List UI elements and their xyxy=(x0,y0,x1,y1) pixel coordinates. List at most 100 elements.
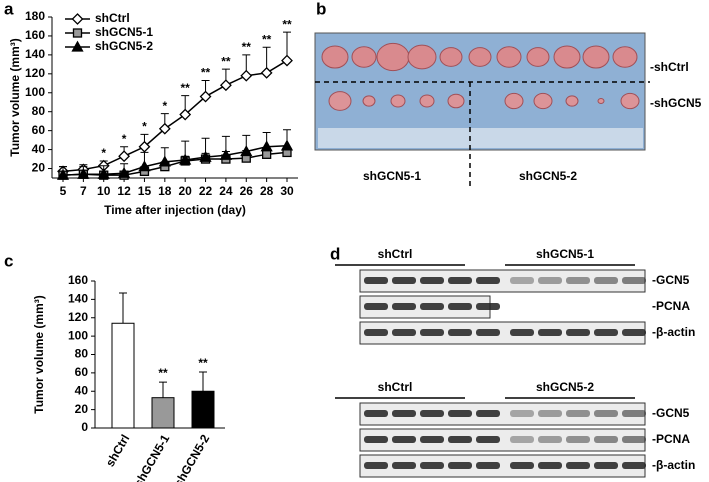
row-label: -β-actin xyxy=(652,458,695,472)
x-tick-label: 18 xyxy=(158,184,172,198)
significance: ** xyxy=(201,66,211,80)
blot-band xyxy=(622,410,646,417)
blot-band xyxy=(538,436,562,443)
panel-label: a xyxy=(4,0,14,18)
blot-band xyxy=(538,329,562,336)
tumor xyxy=(362,95,376,107)
marker xyxy=(77,167,90,179)
error-bar xyxy=(199,371,207,392)
blot-band xyxy=(476,462,500,469)
tumor xyxy=(496,46,522,68)
significance: ** xyxy=(158,366,168,380)
blot-band xyxy=(364,303,388,310)
tumor xyxy=(351,46,377,68)
y-tick-label: 40 xyxy=(75,383,89,397)
blot-band xyxy=(364,410,388,417)
x-tick-label: 26 xyxy=(240,184,254,198)
marker xyxy=(71,40,84,52)
marker xyxy=(280,139,294,151)
y-tick-label: 60 xyxy=(75,365,89,379)
tumor xyxy=(439,47,463,67)
tumor xyxy=(328,91,352,111)
blot-band xyxy=(392,303,416,310)
marker xyxy=(56,168,70,180)
blot-band xyxy=(448,436,472,443)
series-line xyxy=(62,145,288,176)
group-label: shGCN5-2 xyxy=(536,380,594,394)
y-tick-label: 60 xyxy=(32,123,46,137)
blot-band xyxy=(420,410,444,417)
y-tick-label: 20 xyxy=(32,161,46,175)
x-tick-label: shCtrl xyxy=(103,432,132,469)
marker xyxy=(261,149,272,159)
x-tick-label: 24 xyxy=(219,184,233,198)
blot-band xyxy=(538,410,562,417)
tumor xyxy=(553,45,581,69)
marker xyxy=(240,69,253,82)
group-label: shCtrl xyxy=(378,380,413,394)
blot-band xyxy=(420,329,444,336)
tumor xyxy=(390,94,406,108)
bar xyxy=(191,390,215,429)
blot-band xyxy=(476,277,500,284)
tumor xyxy=(526,47,550,67)
y-tick-label: 20 xyxy=(75,402,89,416)
y-tick-label: 100 xyxy=(25,85,45,99)
error-bar xyxy=(159,381,167,398)
blot-band xyxy=(392,329,416,336)
blot-band xyxy=(476,329,500,336)
blot-band xyxy=(364,329,388,336)
tumor xyxy=(419,94,435,108)
blot-band xyxy=(594,410,618,417)
blot-band xyxy=(476,436,500,443)
tumor xyxy=(376,42,410,72)
blot-band xyxy=(566,410,590,417)
tumor xyxy=(597,97,605,105)
y-axis-label: Tumor volume (mm³) xyxy=(8,38,22,156)
group-label: shGCN5-2 xyxy=(519,169,577,183)
blot-band xyxy=(392,436,416,443)
significance: * xyxy=(122,132,127,146)
blot-band xyxy=(510,436,534,443)
panel-label: d xyxy=(330,244,340,263)
blot-band xyxy=(622,462,646,469)
group-label: shGCN5-1 xyxy=(363,169,421,183)
marker xyxy=(179,108,192,121)
tumor xyxy=(447,93,465,109)
row-label: -GCN5 xyxy=(652,273,690,287)
marker xyxy=(219,148,233,160)
blot-band xyxy=(538,462,562,469)
blot-band xyxy=(566,436,590,443)
blot-band xyxy=(448,462,472,469)
y-tick-label: 120 xyxy=(25,66,45,80)
tumor xyxy=(321,45,349,69)
significance: * xyxy=(162,99,167,113)
y-tick-label: 140 xyxy=(25,47,45,61)
blot-band xyxy=(420,436,444,443)
significance: * xyxy=(142,120,147,134)
tumor xyxy=(565,95,579,107)
blot-band xyxy=(622,329,646,336)
bar xyxy=(151,397,175,429)
legend-label: shCtrl xyxy=(95,11,130,25)
marker xyxy=(97,167,110,179)
marker xyxy=(118,150,131,163)
series-line xyxy=(62,59,288,173)
marker xyxy=(71,13,84,25)
blot-band xyxy=(448,329,472,336)
y-tick-label: 80 xyxy=(32,104,46,118)
y-tick-label: 0 xyxy=(81,420,88,434)
marker xyxy=(158,122,171,135)
significance: ** xyxy=(262,32,272,46)
x-tick-label: 15 xyxy=(138,184,152,198)
y-tick-label: 80 xyxy=(75,347,89,361)
blot-band xyxy=(594,277,618,284)
tumor xyxy=(468,47,492,67)
marker xyxy=(260,140,273,152)
group-label: shCtrl xyxy=(378,247,413,261)
tumor xyxy=(620,92,640,110)
blot-band xyxy=(476,410,500,417)
blot-band xyxy=(566,329,590,336)
marker xyxy=(179,153,192,165)
